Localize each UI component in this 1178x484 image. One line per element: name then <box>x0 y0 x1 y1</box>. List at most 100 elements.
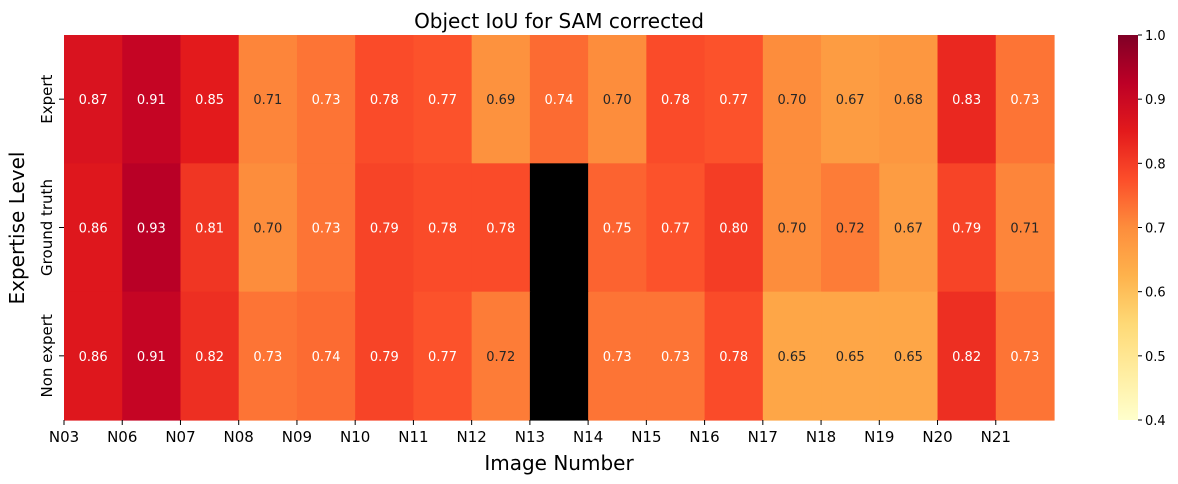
colorbar <box>1118 35 1138 420</box>
x-axis-ticks: N03 N06 N07 N08 N09 N10 N11 N12 N13 N14 N15 N16 N17 N… <box>49 420 1011 446</box>
heatmap-cell <box>529 291 589 421</box>
cell-value-label: 0.74 <box>545 93 574 108</box>
cell-value-label: 0.68 <box>894 93 923 108</box>
x-tick-label: N03 <box>49 428 79 446</box>
cell-value-label: 0.74 <box>312 350 341 365</box>
colorbar-tick-label: 0.7 <box>1145 222 1166 237</box>
cell-value-label: 0.70 <box>603 93 632 108</box>
x-tick-label: N19 <box>864 428 894 446</box>
cell-value-label: 0.73 <box>1010 93 1039 108</box>
heatmap-cell <box>762 291 822 421</box>
heatmap-cell-labels: 0.87 0.91 0.85 0.71 0.73 0.78 0.77 0.69 0.74 0.70… <box>79 93 1040 365</box>
heatmap-cell <box>122 163 182 293</box>
heatmap-cell <box>937 291 997 421</box>
heatmap-cell <box>64 163 123 293</box>
x-tick-label: N14 <box>573 428 603 446</box>
heatmap-cell <box>296 291 356 421</box>
x-tick-label: N06 <box>107 428 137 446</box>
cell-value-label: 0.77 <box>428 350 457 365</box>
heatmap-cell <box>821 35 880 164</box>
cell-value-label: 0.86 <box>79 222 108 237</box>
heatmap-cell <box>413 35 473 164</box>
cell-value-label: 0.82 <box>952 350 981 365</box>
heatmap-cell <box>704 35 764 164</box>
cell-value-label: 0.65 <box>777 350 806 365</box>
x-tick-label: N10 <box>340 428 370 446</box>
heatmap-cell <box>937 163 997 293</box>
cell-value-label: 0.73 <box>253 350 282 365</box>
heatmap-cell <box>180 35 240 164</box>
heatmap-cell <box>762 35 822 164</box>
heatmap-cell <box>995 35 1055 164</box>
heatmap-cell <box>646 291 706 421</box>
heatmap-cell <box>355 35 415 164</box>
heatmap-cell <box>413 163 473 293</box>
heatmap-cell <box>296 163 356 293</box>
cell-value-label: 0.70 <box>777 222 806 237</box>
y-tick-label: Ground truth <box>38 179 56 276</box>
cell-value-label: 0.79 <box>370 222 399 237</box>
x-tick-label: N08 <box>224 428 254 446</box>
heatmap-cells <box>64 35 1055 421</box>
heatmap-cell <box>646 35 706 164</box>
x-tick-label: N11 <box>398 428 428 446</box>
cell-value-label: 0.77 <box>661 222 690 237</box>
heatmap-cell <box>995 163 1055 293</box>
cell-value-label: 0.71 <box>253 93 282 108</box>
heatmap-cell <box>355 163 415 293</box>
cell-value-label: 0.86 <box>79 350 108 365</box>
heatmap-cell <box>355 291 415 421</box>
heatmap-cell <box>238 163 298 293</box>
heatmap-cell <box>180 291 240 421</box>
cell-value-label: 0.72 <box>836 222 865 237</box>
x-tick-label: N09 <box>282 428 312 446</box>
x-axis-label: Image Number <box>484 451 634 475</box>
x-tick-label: N17 <box>748 428 778 446</box>
cell-value-label: 0.69 <box>486 93 515 108</box>
cell-value-label: 0.79 <box>370 350 399 365</box>
heatmap-cell <box>646 163 706 293</box>
colorbar-tick-label: 0.9 <box>1145 93 1166 108</box>
heatmap-cell <box>879 291 939 421</box>
heatmap-cell <box>180 163 240 293</box>
y-axis-label: Expertise Level <box>5 152 29 305</box>
heatmap-cell <box>238 35 298 164</box>
y-tick-label: Expert <box>38 74 56 123</box>
heatmap-cell <box>296 35 356 164</box>
cell-value-label: 0.72 <box>486 350 515 365</box>
heatmap-cell <box>122 291 182 421</box>
heatmap-cell <box>588 291 647 421</box>
colorbar-tick-label: 0.8 <box>1145 157 1166 172</box>
heatmap-cell <box>471 163 531 293</box>
cell-value-label: 0.85 <box>195 93 224 108</box>
heatmap-cell <box>588 35 647 164</box>
heatmap-cell <box>937 35 997 164</box>
cell-value-label: 0.78 <box>719 350 748 365</box>
cell-value-label: 0.67 <box>894 222 923 237</box>
x-tick-label: N20 <box>922 428 952 446</box>
heatmap-cell <box>471 35 531 164</box>
heatmap-cell <box>704 163 764 293</box>
cell-value-label: 0.79 <box>952 222 981 237</box>
heatmap-cell <box>529 163 589 293</box>
heatmap-cell <box>762 163 822 293</box>
cell-value-label: 0.73 <box>312 93 341 108</box>
cell-value-label: 0.73 <box>661 350 690 365</box>
colorbar-tick-label: 0.6 <box>1145 286 1166 301</box>
cell-value-label: 0.82 <box>195 350 224 365</box>
cell-value-label: 0.78 <box>428 222 457 237</box>
colorbar-tick-label: 1.0 <box>1145 29 1166 44</box>
colorbar-ticks: 0.4 0.5 0.6 0.7 0.8 0.9 1.0 <box>1138 29 1166 429</box>
cell-value-label: 0.81 <box>195 222 224 237</box>
cell-value-label: 0.87 <box>79 93 108 108</box>
heatmap-cell <box>879 163 939 293</box>
x-tick-label: N18 <box>806 428 836 446</box>
cell-value-label: 0.67 <box>836 93 865 108</box>
chart-title: Object IoU for SAM corrected <box>414 9 704 33</box>
heatmap-cell <box>529 35 589 164</box>
x-tick-label: N12 <box>456 428 486 446</box>
cell-value-label: 0.70 <box>777 93 806 108</box>
cell-value-label: 0.75 <box>603 222 632 237</box>
heatmap-cell <box>704 291 764 421</box>
